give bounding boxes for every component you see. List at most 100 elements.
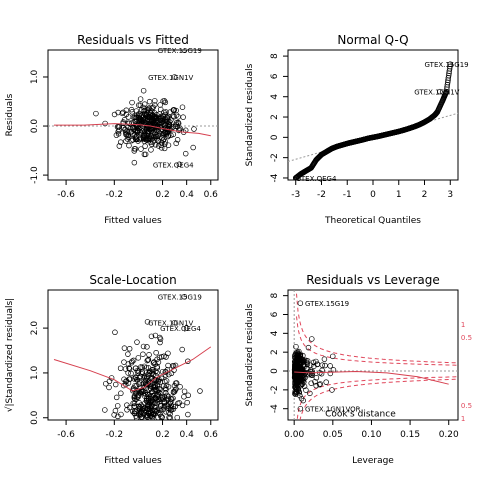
data-point xyxy=(301,375,308,381)
data-point xyxy=(305,344,312,351)
data-point xyxy=(171,74,178,80)
y-axis-label: Residuals xyxy=(5,93,15,136)
x-tick-label: 0.15 xyxy=(400,430,420,440)
data-point xyxy=(181,50,187,53)
x-axis-label: Fitted values xyxy=(104,216,162,226)
data-point xyxy=(132,393,138,399)
data-point xyxy=(447,63,453,70)
data-point xyxy=(166,122,173,128)
data-point xyxy=(162,130,168,136)
data-point xyxy=(133,133,140,139)
data-point xyxy=(140,135,147,141)
data-point xyxy=(168,396,175,402)
data-point xyxy=(173,112,180,118)
data-point xyxy=(135,355,142,361)
data-point xyxy=(126,120,132,127)
data-point xyxy=(137,96,144,102)
data-point xyxy=(144,405,150,412)
cooks-distance-curve xyxy=(296,293,458,364)
data-point xyxy=(158,354,165,360)
smooth-line xyxy=(53,346,212,392)
data-point xyxy=(129,109,135,115)
data-point xyxy=(128,359,135,366)
data-point xyxy=(147,110,154,116)
data-point xyxy=(131,410,137,416)
data-point xyxy=(152,332,159,339)
x-tick-label: 0.20 xyxy=(439,430,459,440)
data-point xyxy=(148,412,155,419)
data-point xyxy=(307,390,313,397)
data-point xyxy=(112,381,119,388)
data-point xyxy=(175,114,181,120)
data-point xyxy=(309,336,315,342)
data-point xyxy=(180,114,186,120)
data-point xyxy=(149,370,155,376)
data-point xyxy=(146,98,153,105)
x-tick-label: 0.6 xyxy=(204,430,219,440)
data-point xyxy=(300,397,306,404)
data-point xyxy=(157,106,164,113)
data-point xyxy=(141,107,148,114)
data-point xyxy=(137,102,144,108)
cook-contour-label: 1 xyxy=(461,321,465,329)
data-point xyxy=(102,407,108,413)
data-point xyxy=(114,124,121,130)
plot-frame xyxy=(287,289,459,421)
data-point xyxy=(135,370,141,376)
data-point xyxy=(129,99,135,106)
data-point xyxy=(152,141,159,148)
data-point xyxy=(161,398,168,405)
data-point xyxy=(117,139,124,145)
data-point xyxy=(175,127,182,134)
data-point xyxy=(133,390,139,397)
cooks-distance-curve xyxy=(296,316,458,366)
data-point xyxy=(292,361,298,367)
data-point xyxy=(128,129,135,135)
data-point xyxy=(150,383,157,390)
data-point xyxy=(174,414,180,420)
data-point xyxy=(131,400,138,407)
data-point xyxy=(143,112,149,119)
x-tick-label: 0.4 xyxy=(179,190,194,200)
data-point xyxy=(159,118,166,125)
data-point xyxy=(122,378,129,385)
y-tick-label: 1.0 xyxy=(30,70,40,85)
data-point xyxy=(162,111,168,118)
data-point xyxy=(293,343,299,350)
data-point xyxy=(173,140,179,147)
data-point xyxy=(327,370,334,377)
data-point xyxy=(297,300,304,306)
x-tick-label: 0.4 xyxy=(179,430,194,440)
y-tick-label: -4 xyxy=(270,404,280,413)
data-point xyxy=(292,175,299,180)
data-point xyxy=(155,143,162,149)
data-point xyxy=(168,370,175,377)
data-point xyxy=(115,130,122,137)
data-point xyxy=(121,359,127,365)
data-point xyxy=(128,106,135,113)
data-point xyxy=(294,366,300,372)
data-point xyxy=(293,386,300,393)
data-point xyxy=(156,111,163,117)
data-point xyxy=(111,412,117,418)
data-point xyxy=(183,325,190,331)
y-tick-label: 4 xyxy=(270,330,280,336)
data-point xyxy=(126,142,132,149)
data-point xyxy=(102,120,108,127)
data-point xyxy=(139,371,145,377)
data-point xyxy=(124,136,131,142)
data-point xyxy=(294,354,300,361)
data-point xyxy=(161,98,168,104)
data-point xyxy=(301,383,308,390)
data-point xyxy=(141,151,148,158)
data-point xyxy=(312,378,318,385)
data-point xyxy=(185,411,191,418)
data-point xyxy=(175,120,182,127)
data-point xyxy=(131,410,138,417)
data-point xyxy=(120,109,126,116)
data-point xyxy=(158,413,164,420)
y-tick-label: 2.0 xyxy=(30,321,40,336)
data-point xyxy=(170,107,177,113)
data-point xyxy=(317,381,323,387)
